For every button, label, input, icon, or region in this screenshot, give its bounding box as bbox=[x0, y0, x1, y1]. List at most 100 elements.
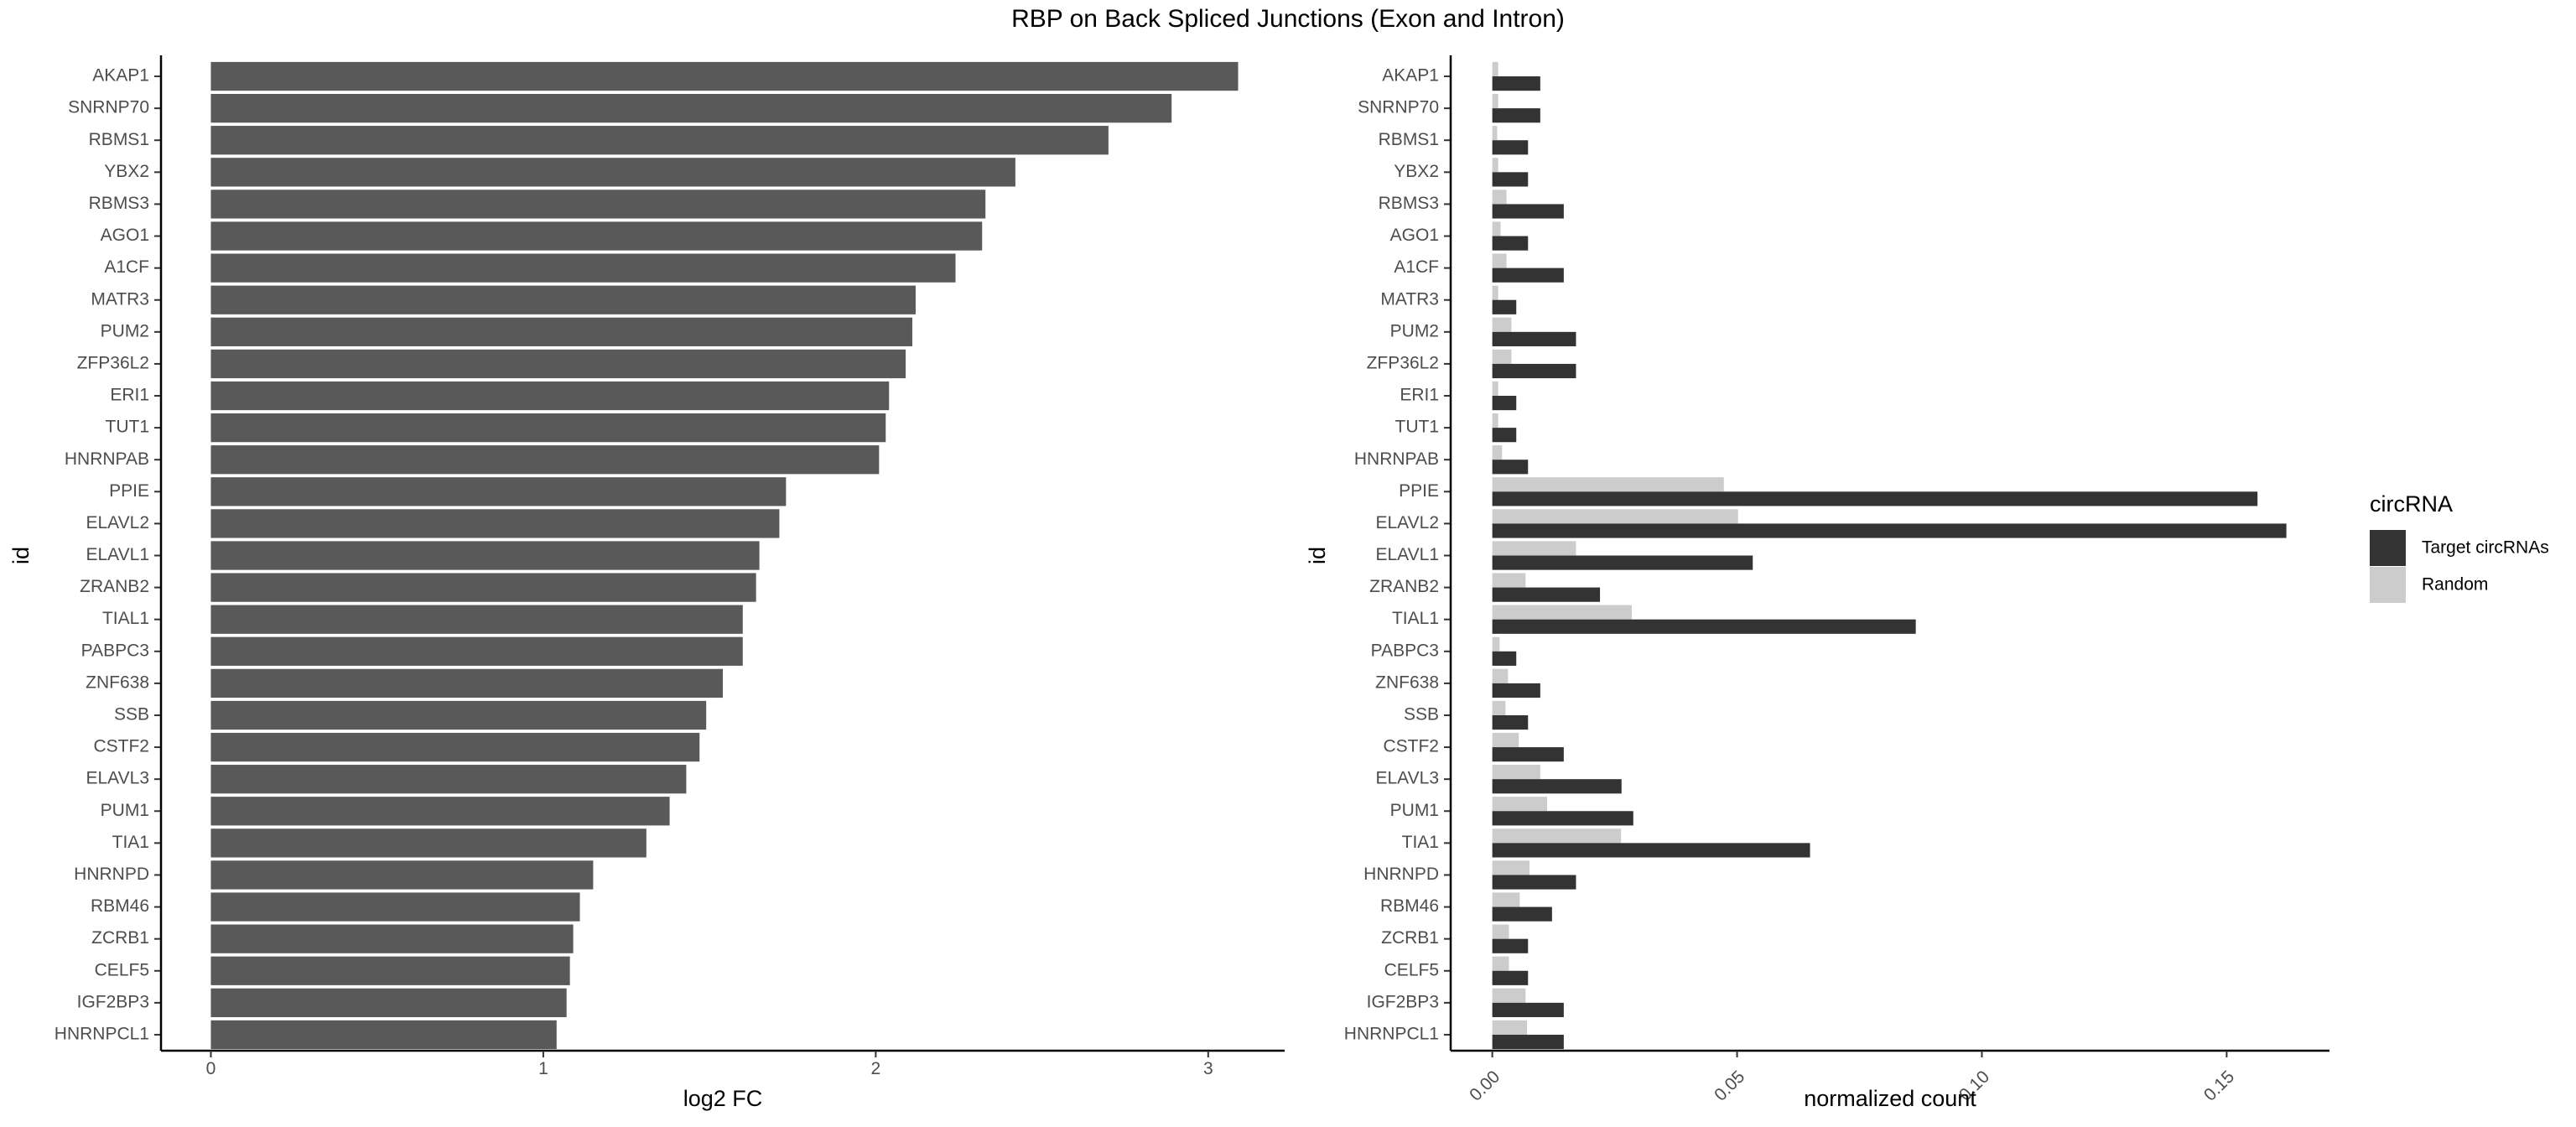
y-tick-label: SNRNP70 bbox=[68, 98, 149, 117]
y-tick-label: SSB bbox=[1404, 705, 1439, 724]
y-tick-label: ZRANB2 bbox=[80, 577, 149, 596]
bar-akap1 bbox=[210, 61, 1239, 91]
bar-random-hnrnpd bbox=[1492, 860, 1530, 875]
y-tick-label: CELF5 bbox=[1384, 960, 1439, 979]
y-tick-label: PUM1 bbox=[1390, 801, 1439, 820]
bar-random-igf2bp3 bbox=[1492, 988, 1526, 1003]
bar-pum1 bbox=[210, 797, 670, 826]
y-tick-label: YBX2 bbox=[1394, 162, 1439, 181]
y-tick-label: PPIE bbox=[109, 481, 149, 501]
y-tick-label: ZNF638 bbox=[86, 673, 149, 692]
x-axis-title: normalized count bbox=[1804, 1086, 1976, 1111]
y-tick-label: TUT1 bbox=[106, 418, 150, 437]
bar-random-matr3 bbox=[1492, 285, 1498, 300]
figure-title: RBP on Back Spliced Junctions (Exon and … bbox=[1011, 5, 1565, 33]
y-tick-label: SNRNP70 bbox=[1358, 98, 1439, 117]
y-tick-label: HNRNPD bbox=[1363, 865, 1439, 884]
y-tick-label: A1CF bbox=[1394, 257, 1439, 277]
y-tick-label: TIAL1 bbox=[1392, 609, 1439, 628]
y-tick-label: A1CF bbox=[104, 257, 149, 277]
bar-hnrnpd bbox=[210, 860, 594, 890]
y-tick-label: PPIE bbox=[1399, 481, 1439, 501]
y-tick-label: RBMS1 bbox=[89, 130, 149, 149]
bar-zfp36l2 bbox=[210, 349, 906, 379]
bar-hnrnpcl1 bbox=[210, 1020, 557, 1050]
bar-ssb bbox=[210, 700, 707, 730]
bar-random-tut1 bbox=[1492, 413, 1498, 428]
bar-ybx2 bbox=[210, 158, 1015, 187]
bar-random-hnrnpab bbox=[1492, 445, 1503, 460]
y-tick-label: AGO1 bbox=[1390, 226, 1439, 245]
x-tick-label: 3 bbox=[1203, 1059, 1213, 1078]
y-tick-label: AGO1 bbox=[101, 226, 149, 245]
y-tick-label: ZFP36L2 bbox=[77, 353, 149, 372]
y-tick-label: ELAVL1 bbox=[1376, 545, 1440, 564]
bar-random-znf638 bbox=[1492, 668, 1509, 683]
legend-label: Target circRNAs bbox=[2422, 538, 2549, 558]
bar-pum2 bbox=[210, 317, 912, 346]
bar-pabpc3 bbox=[210, 636, 743, 666]
left-panel-log2fc: AKAP1 SNRNP70 RBMS1 YBX2 RBMS3 AGO1 A1CF MATR3 P… bbox=[8, 55, 1285, 1111]
y-tick-label: RBMS3 bbox=[89, 194, 149, 213]
y-tick-label: ZCRB1 bbox=[1381, 928, 1439, 948]
bar-target-elavl2 bbox=[1492, 523, 2287, 538]
y-tick-label: PABPC3 bbox=[81, 641, 149, 660]
bar-tia1 bbox=[210, 828, 647, 858]
bar-random-rbms3 bbox=[1492, 190, 1507, 205]
bar-target-hnrnpd bbox=[1492, 875, 1576, 890]
bar-target-tia1 bbox=[1492, 843, 1810, 858]
x-axis-title: log2 FC bbox=[683, 1086, 763, 1111]
bar-target-hnrnpab bbox=[1492, 460, 1529, 475]
bar-rbms1 bbox=[210, 126, 1109, 155]
y-tick-label: IGF2BP3 bbox=[1367, 992, 1439, 1011]
bar-random-rbms1 bbox=[1492, 126, 1498, 141]
bar-zcrb1 bbox=[210, 924, 574, 953]
x-tick-label: 0.05 bbox=[1711, 1067, 1748, 1104]
bar-target-tut1 bbox=[1492, 428, 1517, 443]
bar-target-pum2 bbox=[1492, 331, 1576, 346]
bar-ago1 bbox=[210, 221, 983, 251]
bar-target-tial1 bbox=[1492, 619, 1916, 634]
bar-random-ppie bbox=[1492, 477, 1724, 492]
bar-rbms3 bbox=[210, 190, 986, 219]
y-tick-label: PUM1 bbox=[101, 801, 149, 820]
y-tick-label: HNRNPAB bbox=[65, 449, 149, 469]
bar-celf5 bbox=[210, 956, 570, 985]
bar-random-rbm46 bbox=[1492, 892, 1520, 907]
bar-target-eri1 bbox=[1492, 396, 1517, 411]
bar-ppie bbox=[210, 477, 787, 506]
bar-random-elavl1 bbox=[1492, 541, 1576, 556]
bar-target-hnrnpcl1 bbox=[1492, 1034, 1564, 1050]
bar-target-pum1 bbox=[1492, 811, 1633, 826]
y-tick-label: TIA1 bbox=[1402, 833, 1439, 852]
bar-target-akap1 bbox=[1492, 76, 1540, 91]
bar-random-cstf2 bbox=[1492, 732, 1519, 748]
bar-target-rbms3 bbox=[1492, 204, 1564, 219]
y-tick-label: ELAVL1 bbox=[86, 545, 150, 564]
y-tick-label: SSB bbox=[114, 705, 149, 724]
bar-random-zcrb1 bbox=[1492, 924, 1509, 939]
y-tick-label: PUM2 bbox=[101, 321, 149, 340]
y-tick-label: ZFP36L2 bbox=[1367, 353, 1439, 372]
y-tick-label: MATR3 bbox=[1380, 289, 1439, 309]
bar-target-zfp36l2 bbox=[1492, 363, 1576, 379]
bar-random-ssb bbox=[1492, 700, 1506, 715]
y-tick-label: HNRNPAB bbox=[1354, 449, 1439, 469]
y-tick-label: HNRNPCL1 bbox=[55, 1024, 149, 1043]
y-tick-label: ERI1 bbox=[1400, 386, 1439, 405]
bar-target-pabpc3 bbox=[1492, 651, 1517, 666]
y-tick-label: TUT1 bbox=[1395, 418, 1440, 437]
bar-target-rbm46 bbox=[1492, 906, 1552, 922]
bar-random-pum1 bbox=[1492, 797, 1548, 812]
y-tick-label: ELAVL2 bbox=[1376, 513, 1440, 532]
y-tick-label: RBM46 bbox=[91, 896, 149, 916]
right-panel-normalized-count: AKAP1 SNRNP70 RBMS1 YBX2 RBMS3 AGO1 A1CF MATR3 P… bbox=[1305, 55, 2329, 1111]
bar-target-zranb2 bbox=[1492, 587, 1601, 602]
bar-target-ssb bbox=[1492, 714, 1529, 730]
x-tick-label: 2 bbox=[871, 1059, 881, 1078]
legend: circRNA Target circRNAs Random bbox=[2370, 491, 2549, 603]
y-tick-label: CSTF2 bbox=[93, 737, 149, 756]
bar-random-hnrnpcl1 bbox=[1492, 1020, 1528, 1035]
